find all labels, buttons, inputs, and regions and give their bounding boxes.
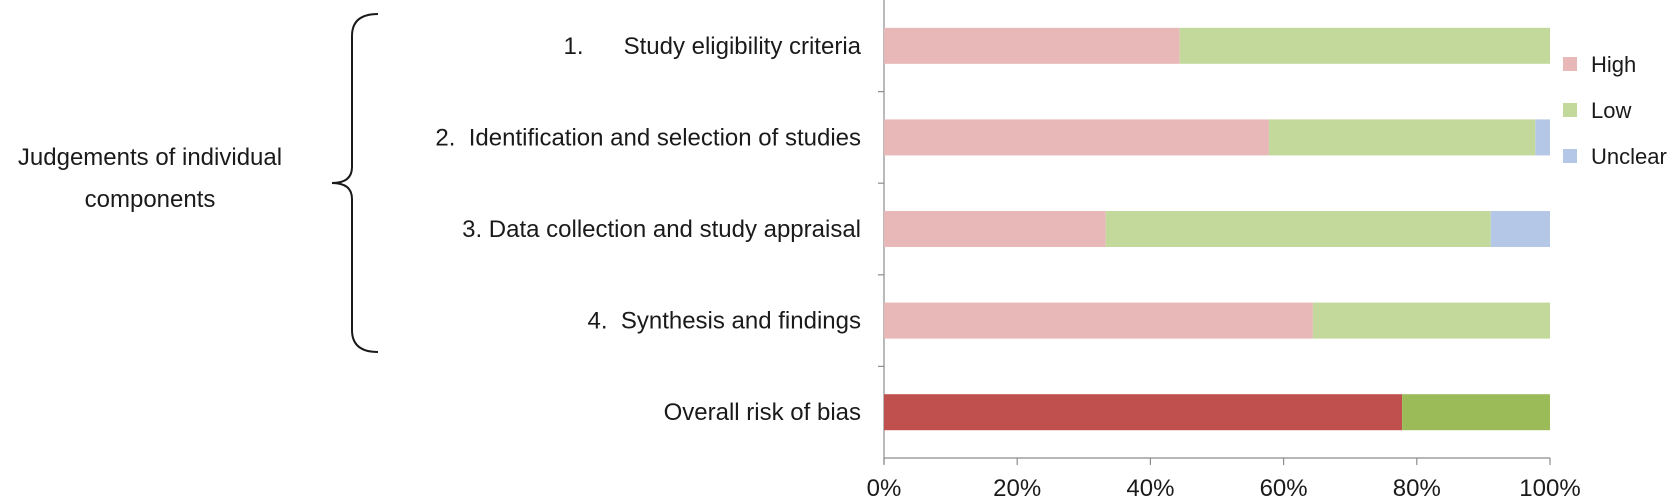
x-tick-label: 20% — [993, 475, 1041, 502]
bar-low-4 — [1312, 302, 1550, 339]
x-tick-label: 100% — [1519, 475, 1580, 502]
legend-swatch-high — [1563, 57, 1577, 71]
group-label: Judgements of individual components — [0, 137, 300, 221]
bar-unclear-2 — [1535, 119, 1550, 156]
x-tick-label: 0% — [867, 475, 902, 502]
group-label-line2: components — [84, 186, 216, 213]
bar-group — [884, 27, 1550, 431]
bar-low-3 — [1105, 211, 1491, 247]
legend-swatch-unclear — [1563, 149, 1577, 163]
legend-swatch-low — [1563, 103, 1577, 117]
bar-high-4 — [884, 302, 1313, 339]
legend-label-unclear: Unclear — [1591, 144, 1667, 169]
bar-low-1 — [1179, 27, 1550, 64]
bar-low-2 — [1268, 119, 1536, 156]
category-label: Overall risk of bias — [664, 399, 861, 426]
category-label: 3. Data collection and study appraisal — [462, 216, 861, 243]
bar-high-5 — [884, 394, 1403, 431]
category-label: 4. Synthesis and findings — [587, 308, 861, 335]
components-bracket — [331, 13, 379, 353]
bar-high-3 — [884, 211, 1106, 247]
legend-label-low: Low — [1591, 98, 1631, 123]
bar-low-5 — [1402, 394, 1550, 431]
x-tick-labels: 0% 20% 40% 60% 80% 100% — [867, 475, 1581, 502]
group-label-line1: Judgements of individual — [17, 144, 283, 171]
category-label: 1. Study eligibility criteria — [564, 33, 862, 60]
category-labels: 1. Study eligibility criteria 2. Identifi… — [435, 33, 861, 426]
category-label: 2. Identification and selection of studi… — [435, 124, 861, 151]
legend-label-high: High — [1591, 52, 1636, 77]
legend: High Low Unclear — [1563, 52, 1667, 169]
curly-brace — [331, 13, 379, 353]
bar-unclear-3 — [1490, 211, 1550, 247]
bar-high-1 — [884, 27, 1180, 64]
x-tick-label: 60% — [1260, 475, 1308, 502]
x-tick-label: 80% — [1393, 475, 1441, 502]
bar-high-2 — [884, 119, 1269, 156]
x-tick-label: 40% — [1126, 475, 1174, 502]
